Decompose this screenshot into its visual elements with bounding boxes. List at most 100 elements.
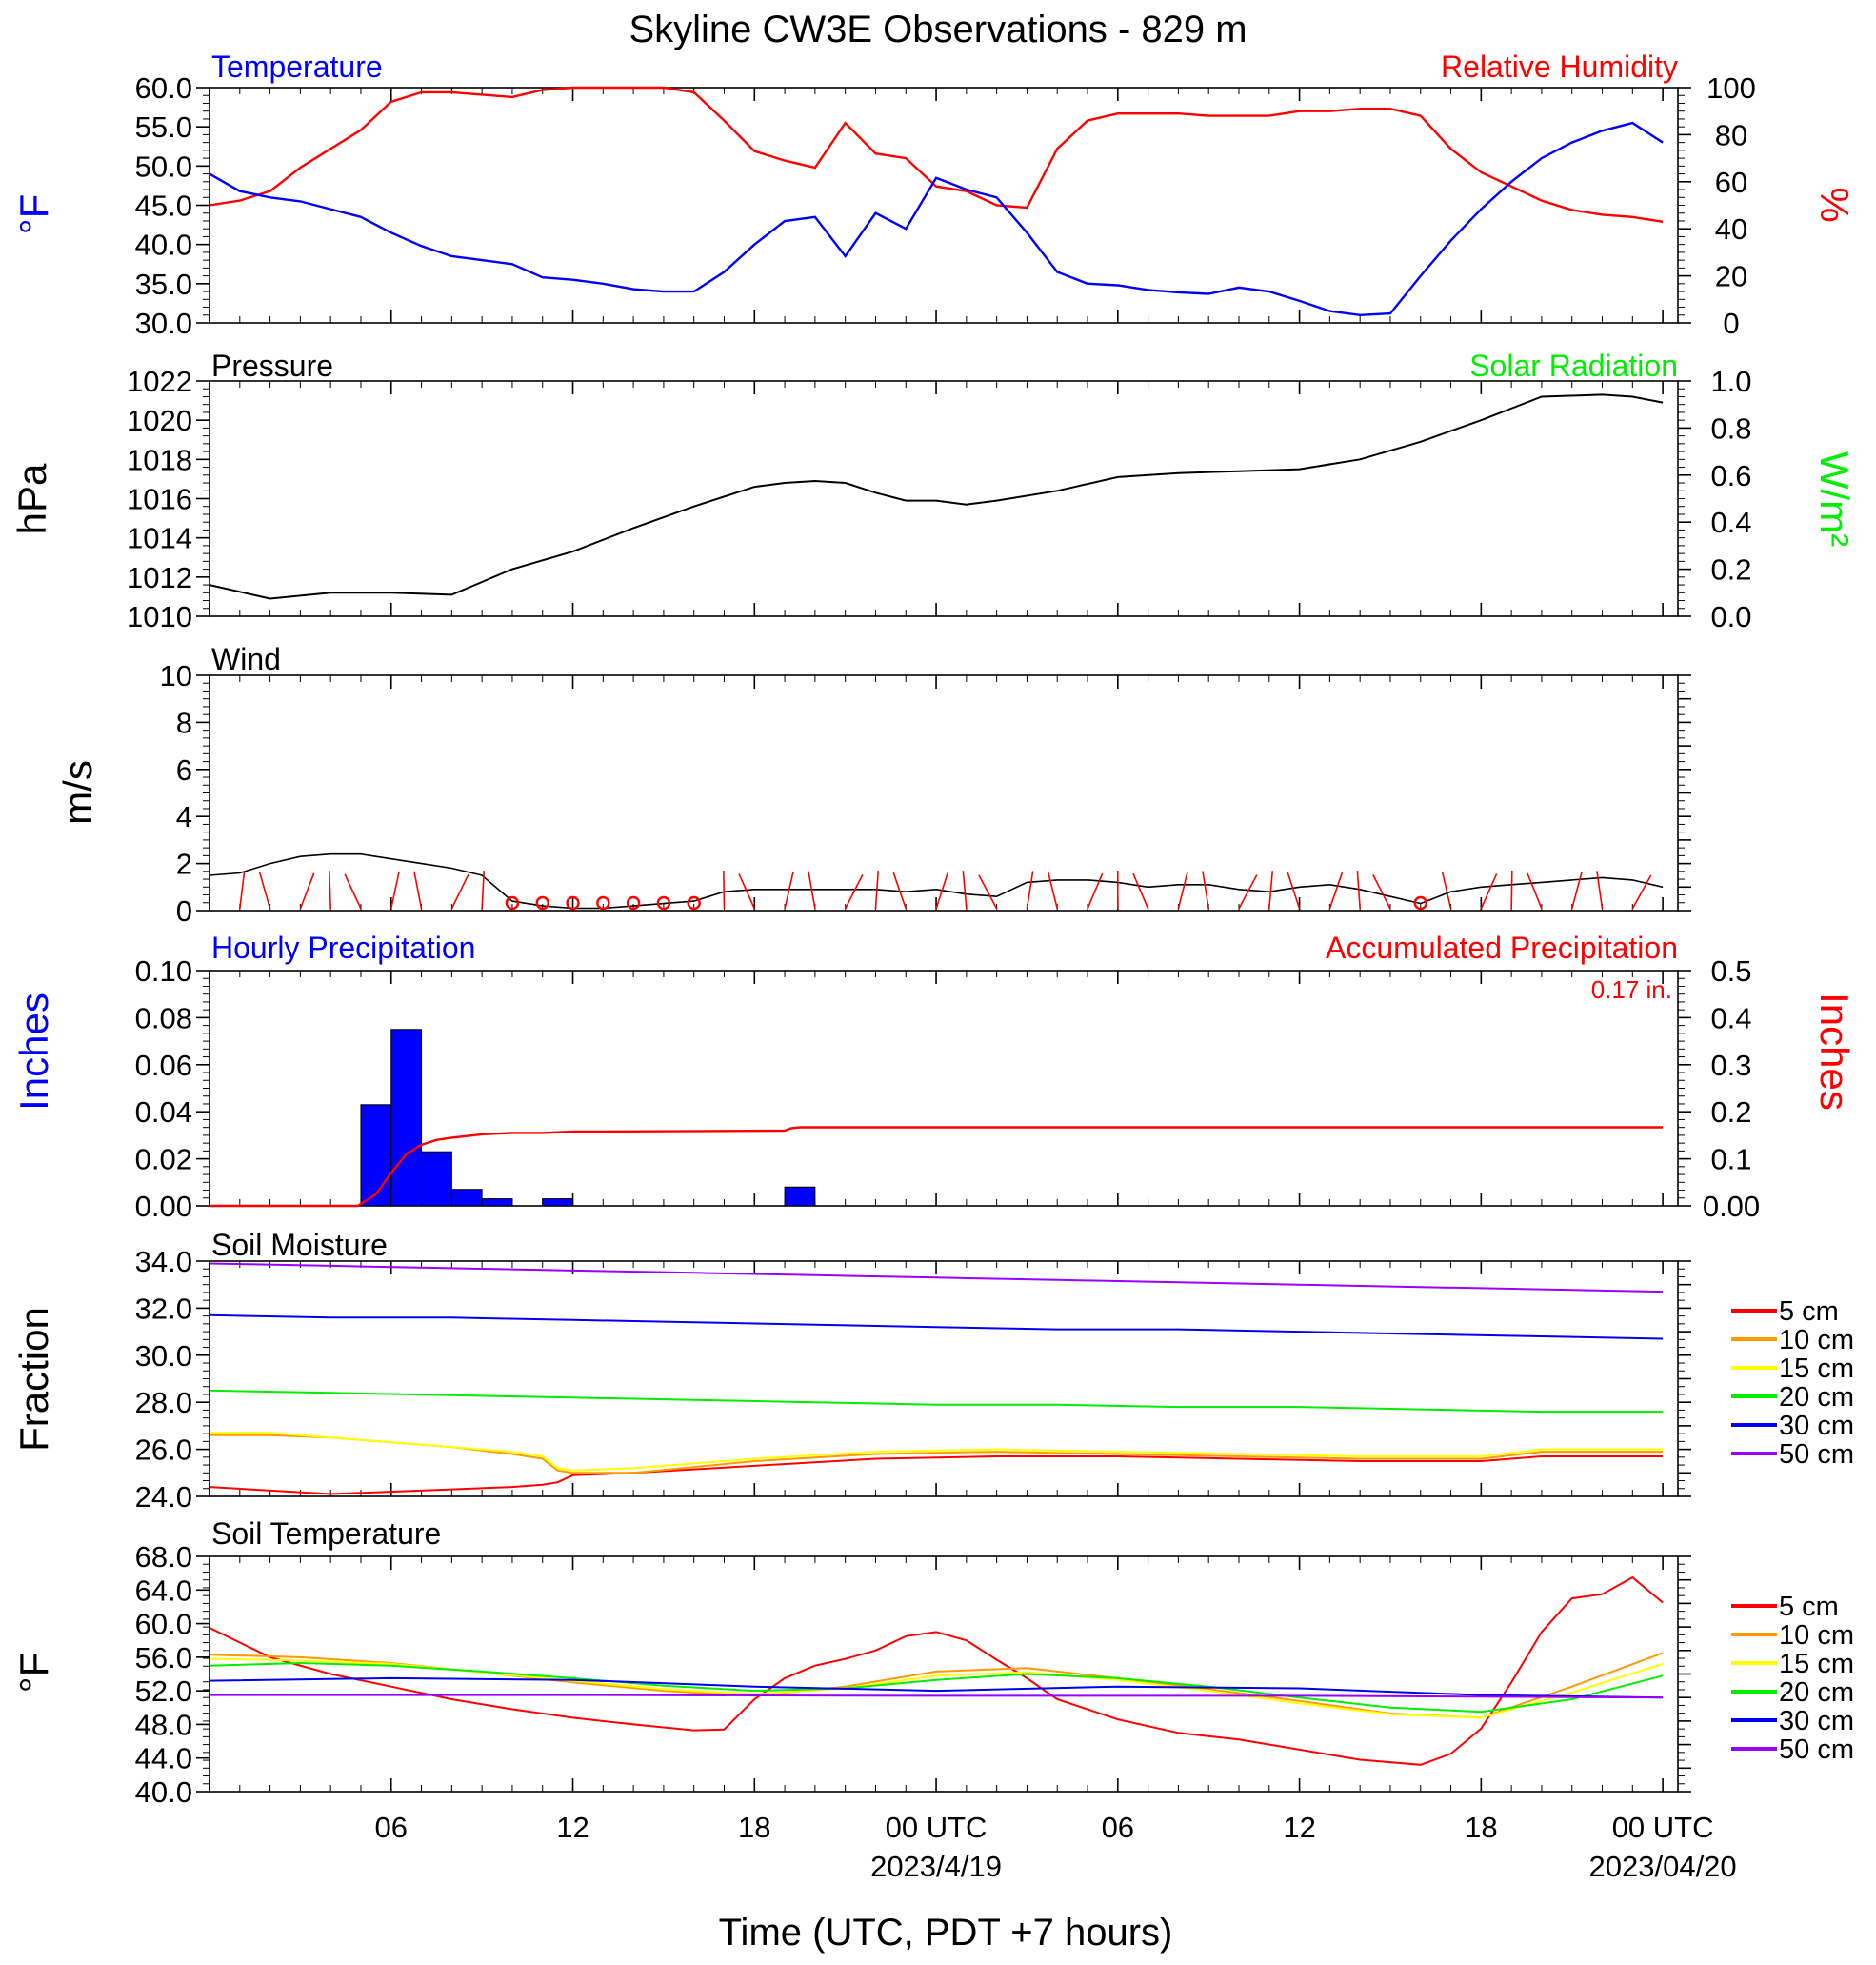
humidity-title: Relative Humidity	[1441, 50, 1678, 84]
temperature-line	[209, 121, 1664, 317]
y-tick-label: 0	[176, 894, 192, 928]
wind-barb	[1631, 874, 1652, 910]
wind-calm-marker	[566, 895, 580, 911]
legend-label: 10 cm	[1779, 1325, 1854, 1355]
x-tick-date: 2023/04/20	[1589, 1850, 1737, 1883]
y-tick-label: 48.0	[135, 1708, 192, 1741]
y-tick-label: 64.0	[135, 1574, 192, 1607]
y-tick-label: 52.0	[135, 1674, 192, 1708]
y-tick-label: 30.0	[135, 307, 192, 340]
soil-moisture-unit: Fraction	[11, 1307, 56, 1452]
y-right-tick-label: 0.0	[1710, 600, 1751, 633]
y-tick-label: 40.0	[135, 1775, 192, 1809]
wind-barb	[978, 874, 998, 910]
legend-label: 20 cm	[1779, 1382, 1854, 1413]
panel-pressure: Pressure Solar Radiation hPa W/m²	[10, 349, 1857, 617]
pressure-unit: hPa	[10, 463, 54, 534]
y-right-tick-label: 40	[1715, 212, 1747, 246]
y-tick-label: 60.0	[135, 1608, 192, 1641]
hourly-precip-bar	[481, 1198, 513, 1207]
y-right-tick-label: 0.1	[1710, 1143, 1751, 1176]
wind-barb	[481, 871, 486, 910]
y-right-tick-label: 0.2	[1710, 553, 1751, 587]
accum-precip-line	[210, 1126, 1664, 1208]
hourly-precip-title: Hourly Precipitation	[211, 931, 475, 965]
wind-barb	[1202, 871, 1209, 910]
x-tick-label: 12	[1283, 1811, 1315, 1844]
y-right-tick-label: 1.0	[1710, 365, 1751, 398]
y-tick-label: 28.0	[135, 1386, 192, 1419]
y-right-tick-label: 0.5	[1710, 954, 1751, 988]
chart-title: Skyline CW3E Observations - 829 m	[629, 9, 1247, 50]
wind-barb	[1177, 871, 1188, 910]
soil-temp-line	[209, 1575, 1664, 1766]
soil-moisture-line	[209, 1262, 1664, 1293]
wind-plot-frame	[209, 674, 1679, 912]
hourly-precip-bar	[421, 1151, 452, 1207]
y-right-tick-label: 60	[1715, 166, 1747, 199]
wind-calm-marker	[656, 895, 671, 911]
y-tick-label: 1010	[127, 600, 192, 633]
y-tick-label: 60.0	[135, 71, 192, 105]
y-tick-label: 30.0	[135, 1339, 192, 1373]
x-tick-label: 00 UTC	[1612, 1811, 1714, 1844]
wind-barb	[328, 870, 331, 910]
wind-barb	[784, 871, 794, 910]
legend-label: 5 cm	[1779, 1296, 1839, 1327]
hourly-precip-bar	[360, 1104, 392, 1207]
legend-label: 15 cm	[1779, 1353, 1854, 1384]
y-right-tick-label: 0	[1723, 307, 1739, 340]
wind-barb	[238, 871, 246, 910]
y-tick-label: 10	[160, 659, 192, 692]
y-right-tick-label: 100	[1706, 71, 1756, 105]
x-tick-label: 00 UTC	[886, 1811, 988, 1844]
pressure-plot-frame	[209, 380, 1679, 617]
soil-moisture-line	[209, 1313, 1664, 1340]
soil-temp-line	[209, 1676, 1664, 1699]
y-tick-label: 1022	[127, 365, 192, 398]
x-tick-label: 18	[738, 1811, 770, 1844]
soil-temp-line	[209, 1652, 1664, 1719]
y-right-tick-label: 0.4	[1710, 1001, 1751, 1034]
pressure-line	[209, 393, 1664, 600]
axes-pressure: 1022 1020 1018 1016 1014 1012 1010 1.0 0.8 0.6 0.4…	[127, 365, 1752, 633]
legend-label: 50 cm	[1779, 1734, 1854, 1765]
y-tick-label: 26.0	[135, 1434, 192, 1467]
y-tick-label: 44.0	[135, 1742, 192, 1775]
wind-barb	[1267, 871, 1274, 910]
y-tick-label: 1014	[127, 522, 192, 555]
soil-temp-line	[210, 1694, 1664, 1699]
panel-wind: Wind m/s	[55, 642, 1679, 912]
wind-barb	[1441, 871, 1452, 910]
soil-moisture-line	[209, 1455, 1664, 1495]
wind-barb	[1026, 871, 1034, 910]
wind-barb	[1087, 872, 1104, 910]
legend-label: 15 cm	[1779, 1649, 1854, 1679]
wind-barb	[722, 870, 726, 910]
y-tick-label: 0.08	[135, 1001, 192, 1034]
hourly-precip-bar	[784, 1186, 816, 1207]
wind-barb	[1596, 871, 1604, 910]
soil-temp-title: Soil Temperature	[211, 1516, 441, 1551]
wind-unit: m/s	[55, 760, 100, 825]
wind-calm-marker	[687, 895, 701, 911]
wind-barb	[1527, 872, 1543, 910]
soil-moisture-title: Soil Moisture	[211, 1228, 388, 1262]
soil-moisture-line	[210, 1432, 1664, 1472]
y-tick-label: 1016	[127, 483, 192, 516]
y-tick-label: 40.0	[135, 229, 192, 262]
panel-temperature-humidity: Temperature Relative Humidity °F %	[11, 50, 1857, 324]
wind-calm-marker	[626, 895, 641, 911]
wind-barb	[738, 873, 756, 910]
y-right-tick-label: 0.8	[1710, 411, 1751, 445]
y-tick-label: 1020	[127, 404, 192, 437]
y-tick-label: 45.0	[135, 190, 192, 223]
hourly-precip-bar	[450, 1189, 483, 1207]
wind-barb	[1570, 872, 1583, 910]
accum-precip-unit: Inches	[1812, 993, 1857, 1111]
wind-barb	[1510, 870, 1513, 910]
y-tick-label: 1012	[127, 561, 192, 594]
wind-barb	[1238, 874, 1258, 910]
